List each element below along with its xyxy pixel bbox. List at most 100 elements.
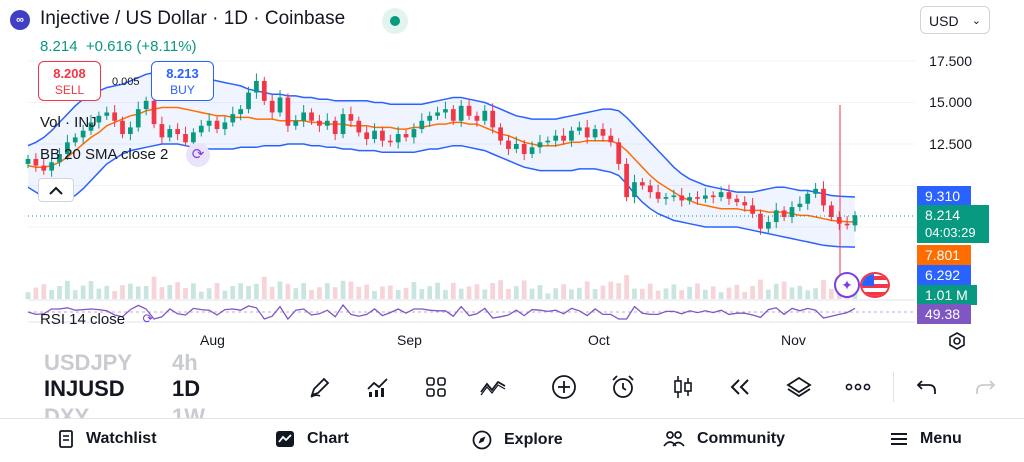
symbol-title[interactable]: Injective / US Dollar · 1D · Coinbase [40,8,346,29]
chart-indicators-icon[interactable] [363,372,393,402]
sell-button[interactable]: 8.208 SELL [38,61,101,101]
volume-bar [671,284,677,299]
volume-bar [332,287,338,299]
timeframe-current[interactable]: 1D [172,376,201,401]
volume-bar [317,287,322,299]
candle [301,112,307,121]
x-tick: Sep [397,332,422,348]
symbol-next[interactable]: DXY [44,404,90,418]
timeframe-prev[interactable]: 4h [172,354,198,375]
volume-bar [616,283,622,299]
candle [230,114,236,123]
candles-icon[interactable] [668,372,698,402]
nav-chart[interactable]: Chart [275,430,349,448]
us-flag-icon[interactable] [860,272,890,298]
plus-circle-icon[interactable] [549,372,579,402]
candle [33,158,39,166]
candle [742,202,748,206]
volume-bar [112,291,118,299]
volume-bar [750,286,755,299]
watchlist-icon [59,430,73,448]
candle [458,105,464,121]
volume-bar [57,286,62,299]
ideas-sparkle-icon[interactable]: ✦ [834,272,860,298]
candle [277,97,283,113]
volume-bar [695,283,700,299]
volume-bar [718,292,724,299]
candle [482,110,488,121]
bollinger-legend[interactable]: BB 20 SMA close 2 [40,146,169,163]
volume-bar [624,275,629,299]
buy-button[interactable]: 8.213 BUY [151,61,214,101]
candle [789,207,795,218]
collapse-legend-button[interactable] [38,178,74,202]
nav-chart-label: Chart [307,430,349,447]
candle [387,140,393,143]
volume-legend[interactable]: Vol · INJ [40,114,97,131]
nav-community[interactable]: Community [663,430,785,448]
candle [695,197,700,199]
injective-logo-icon: ∞ [10,10,30,30]
bb-lower-price-label: 6.292 [917,265,971,285]
patterns-icon[interactable] [478,372,508,402]
timeframe-next[interactable]: 1W [172,404,205,418]
candle [324,120,330,126]
price-chart[interactable] [0,0,1024,360]
candle [561,135,566,141]
candle [427,115,433,121]
nav-menu[interactable]: Menu [890,430,962,448]
volume-bar [466,286,472,299]
toolbar-divider [893,372,894,402]
candle [135,109,141,128]
grid-icon[interactable] [421,372,451,402]
volume-bar [592,289,598,299]
candle [529,147,535,154]
symbol-prev[interactable]: USDJPY [44,354,133,375]
alarm-icon[interactable] [608,372,638,402]
currency-select[interactable]: USD ⌄ [920,6,990,34]
volume-bar [608,281,614,299]
refresh-icon[interactable]: ⟳ [142,311,154,326]
candle [553,135,559,141]
candle [679,195,685,201]
candle [238,109,244,115]
rsi-legend[interactable]: RSI 14 close [40,311,126,328]
candle [600,129,606,136]
volume-bar [65,280,70,299]
volume-bar [261,276,267,299]
nav-watchlist[interactable]: Watchlist [58,430,157,448]
nav-explore[interactable]: Explore [472,430,563,450]
volume-bar [88,281,94,299]
redo-icon[interactable] [970,372,1000,402]
candle [261,80,267,101]
candle [663,197,669,199]
currency-value: USD [929,13,959,29]
x-tick: Oct [588,332,610,348]
market-open-indicator-icon[interactable] [382,8,408,34]
nav-watchlist-label: Watchlist [86,430,157,447]
symbol-picker[interactable]: USDJPY 4h INJUSD 1D DXY 1W [0,354,290,418]
chart-settings-icon[interactable] [947,331,967,351]
candle [372,130,377,140]
candle [104,112,110,116]
pen-icon[interactable] [305,372,335,402]
candle [734,198,740,203]
candle [49,162,54,171]
candle [419,120,425,130]
volume-bar [191,283,196,299]
y-tick: 15.000 [929,94,972,110]
volume-bar [600,285,606,299]
candle [466,105,472,116]
candle [254,80,259,93]
candle [647,185,653,193]
refresh-icon[interactable]: ⟳ [186,143,210,167]
layers-icon[interactable] [784,372,814,402]
rewind-icon[interactable] [725,372,755,402]
undo-icon[interactable] [912,372,942,402]
candle [584,127,590,138]
candle [167,129,173,138]
more-icon[interactable] [843,372,873,402]
candle [356,120,362,133]
symbol-current[interactable]: INJUSD [44,376,125,401]
volume-bar [167,285,173,299]
